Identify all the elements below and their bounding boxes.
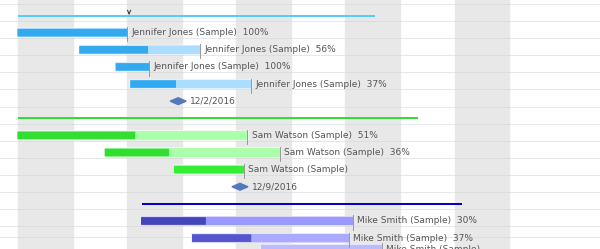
Text: Sam Watson (Sample)  36%: Sam Watson (Sample) 36%: [284, 148, 410, 157]
Bar: [142, 203, 462, 205]
Bar: [18, 14, 374, 17]
Bar: [18, 0, 73, 249]
FancyBboxPatch shape: [130, 80, 176, 88]
FancyBboxPatch shape: [141, 217, 206, 225]
FancyBboxPatch shape: [17, 28, 128, 37]
Polygon shape: [170, 98, 186, 105]
FancyBboxPatch shape: [115, 62, 150, 72]
Text: Jennifer Jones (Sample)  37%: Jennifer Jones (Sample) 37%: [255, 79, 387, 89]
FancyBboxPatch shape: [79, 45, 201, 55]
Bar: [18, 14, 374, 17]
Text: Mike Smith (Sample)  37%: Mike Smith (Sample) 37%: [353, 234, 473, 243]
Polygon shape: [232, 183, 248, 190]
FancyBboxPatch shape: [192, 234, 251, 242]
FancyBboxPatch shape: [105, 149, 169, 156]
Text: Mike Smith (Sample): Mike Smith (Sample): [386, 245, 481, 249]
Text: 12/9/2016: 12/9/2016: [251, 182, 298, 191]
FancyBboxPatch shape: [261, 244, 383, 249]
Bar: [455, 0, 509, 249]
Text: Jennifer Jones (Sample)  56%: Jennifer Jones (Sample) 56%: [205, 45, 336, 54]
Text: Mike Smith (Sample)  30%: Mike Smith (Sample) 30%: [357, 216, 477, 226]
FancyBboxPatch shape: [17, 131, 135, 139]
Text: Jennifer Jones (Sample)  100%: Jennifer Jones (Sample) 100%: [154, 62, 291, 71]
Text: 12/2/2016: 12/2/2016: [190, 97, 236, 106]
FancyBboxPatch shape: [174, 166, 244, 174]
Bar: [142, 203, 158, 205]
Bar: [236, 0, 291, 249]
FancyBboxPatch shape: [141, 216, 354, 226]
Text: Sam Watson (Sample): Sam Watson (Sample): [248, 165, 348, 174]
FancyBboxPatch shape: [79, 46, 148, 54]
FancyBboxPatch shape: [17, 29, 128, 37]
Bar: [18, 117, 222, 119]
Bar: [346, 0, 400, 249]
Bar: [127, 0, 182, 249]
FancyBboxPatch shape: [191, 233, 350, 243]
Text: Jennifer Jones (Sample)  100%: Jennifer Jones (Sample) 100%: [131, 28, 269, 37]
FancyBboxPatch shape: [116, 63, 150, 71]
FancyBboxPatch shape: [17, 131, 248, 140]
Text: Sam Watson (Sample)  51%: Sam Watson (Sample) 51%: [251, 131, 377, 140]
FancyBboxPatch shape: [104, 148, 281, 157]
FancyBboxPatch shape: [130, 79, 252, 89]
FancyBboxPatch shape: [173, 165, 245, 174]
Bar: [18, 117, 418, 119]
